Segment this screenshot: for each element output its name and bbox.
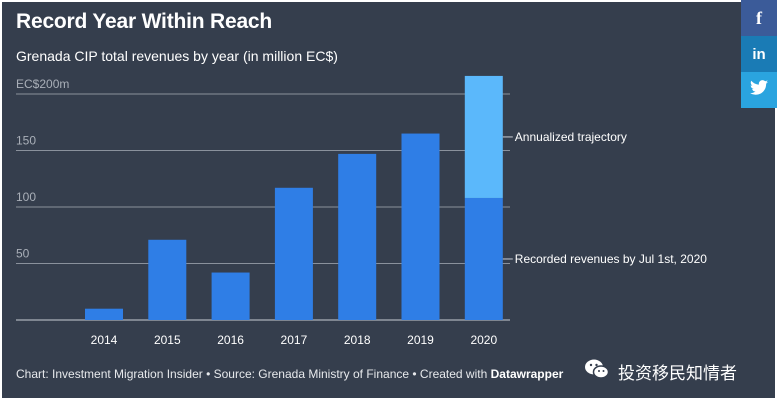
facebook-icon: f — [756, 7, 762, 28]
x-tick-label: 2017 — [281, 333, 308, 347]
bar-recorded — [85, 308, 123, 320]
watermark-text: 投资移民知情者 — [618, 364, 737, 384]
wechat-watermark: 投资移民知情者 — [584, 358, 737, 385]
legend-annualized: Annualized trajectory — [515, 130, 627, 144]
y-tick-label: EC$200m — [16, 77, 69, 91]
bar-recorded — [274, 187, 313, 320]
x-tick-label: 2016 — [217, 333, 244, 347]
chart-footer: Chart: Investment Migration Insider • So… — [16, 367, 563, 381]
social-share-bar: f in — [741, 0, 777, 108]
chart-title: Record Year Within Reach — [16, 10, 273, 33]
chart-subtitle: Grenada CIP total revenues by year (in m… — [16, 48, 338, 64]
bar-recorded — [211, 272, 250, 320]
bar-annualized — [464, 75, 503, 198]
datawrapper-link[interactable]: Datawrapper — [490, 367, 564, 381]
bar-recorded — [401, 133, 440, 320]
x-tick-label: 2018 — [344, 333, 371, 347]
legend-recorded: Recorded revenues by Jul 1st, 2020 — [515, 252, 707, 266]
linkedin-share-button[interactable]: in — [741, 36, 777, 72]
bar-recorded — [338, 153, 377, 320]
twitter-share-button[interactable] — [741, 72, 777, 108]
bar-recorded — [148, 239, 187, 320]
x-tick-label: 2014 — [91, 333, 118, 347]
facebook-share-button[interactable]: f — [741, 0, 777, 36]
x-tick-label: 2019 — [407, 333, 434, 347]
y-tick-label: 50 — [16, 247, 30, 261]
twitter-icon — [750, 80, 768, 100]
x-tick-label: 2020 — [470, 333, 497, 347]
wechat-icon — [584, 358, 610, 385]
y-tick-label: 150 — [16, 134, 36, 148]
x-tick-label: 2015 — [154, 333, 181, 347]
linkedin-icon: in — [752, 45, 766, 63]
footer-credits: Chart: Investment Migration Insider • So… — [16, 367, 491, 381]
y-tick-label: 100 — [16, 190, 36, 204]
bar-recorded — [464, 197, 503, 320]
